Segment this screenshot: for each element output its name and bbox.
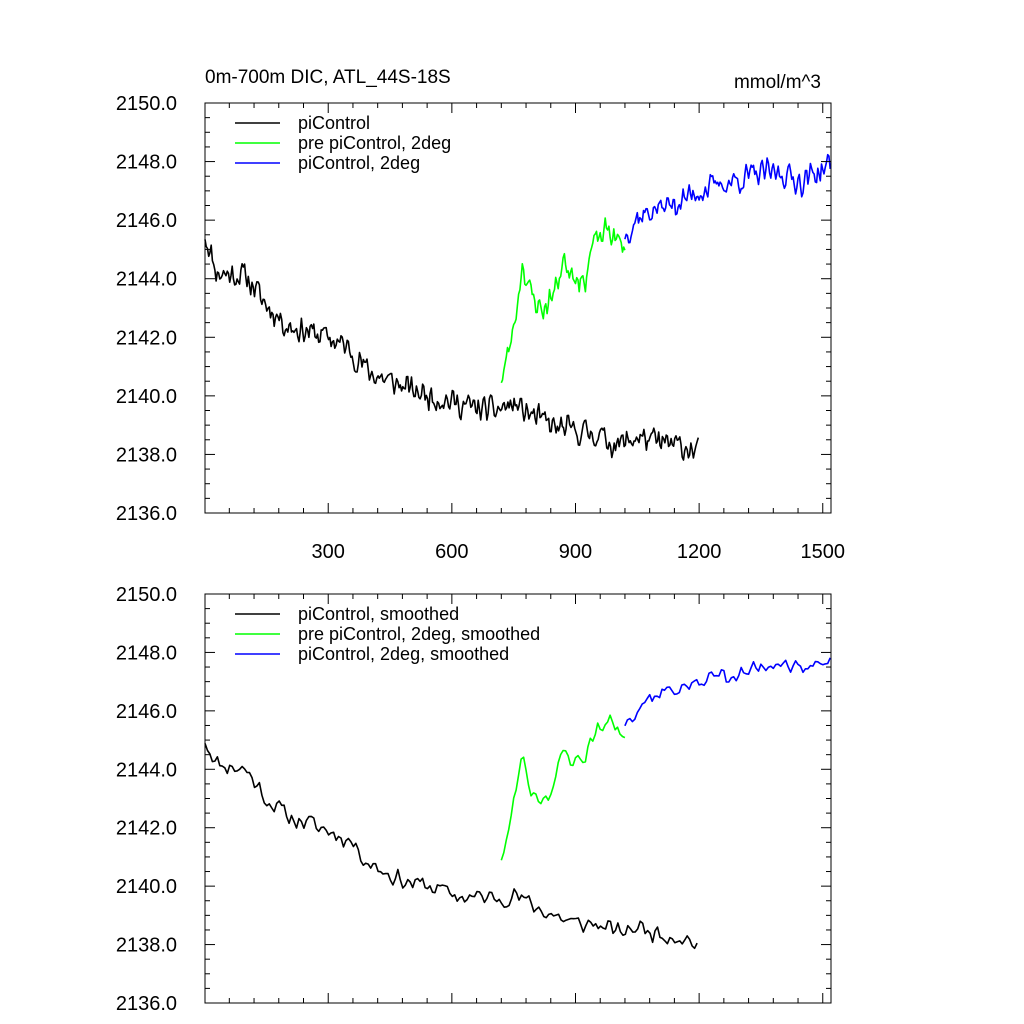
y-tick-label: 2142.0 xyxy=(116,327,177,349)
series-line-1 xyxy=(204,239,700,461)
x-tick-label: 1500 xyxy=(801,541,846,563)
x-tick-label: 600 xyxy=(435,541,468,563)
y-tick-label: 2144.0 xyxy=(116,759,177,781)
units-label: mmol/m^3 xyxy=(734,72,821,93)
chart-panel-1: 2136.0 2138.0 2140.0 2142.0 2144.0 2146.0 2148… xyxy=(116,67,845,563)
x-tick-label: 300 xyxy=(312,541,345,563)
series-line-3 xyxy=(624,153,831,244)
legend-label: pre piControl, 2deg xyxy=(298,133,451,153)
y-tick-label: 2138.0 xyxy=(116,935,177,957)
x-axis xyxy=(228,594,824,1003)
y-tick-label: 2138.0 xyxy=(116,444,177,466)
y-tick-label: 2148.0 xyxy=(116,642,177,664)
series-line-2 xyxy=(500,714,626,861)
y-axis: 2136.0 2138.0 2140.0 2142.0 2144.0 2146.0 2148… xyxy=(116,93,831,525)
y-tick-label: 2136.0 xyxy=(116,993,177,1015)
series-line-1 xyxy=(204,743,698,950)
y-tick-label: 2140.0 xyxy=(116,876,177,898)
y-tick-label: 2140.0 xyxy=(116,386,177,408)
y-tick-label: 2142.0 xyxy=(116,818,177,840)
x-axis: 300 600 900 1200 1500 xyxy=(228,103,846,563)
y-tick-label: 2150.0 xyxy=(116,584,177,606)
series-group xyxy=(204,657,831,950)
y-tick-label: 2136.0 xyxy=(116,503,177,525)
legend-label: piControl xyxy=(298,113,370,133)
chart-panel-2: 2136.0 2138.0 2140.0 2142.0 2144.0 2146.0 2148… xyxy=(116,584,832,1015)
y-tick-label: 2148.0 xyxy=(116,152,177,174)
x-tick-label: 1200 xyxy=(677,541,722,563)
series-line-3 xyxy=(624,657,831,727)
y-tick-label: 2144.0 xyxy=(116,269,177,291)
y-tick-label: 2146.0 xyxy=(116,701,177,723)
legend-label: pre piControl, 2deg, smoothed xyxy=(298,624,540,644)
legend-label: piControl, smoothed xyxy=(298,604,459,624)
legend-label: piControl, 2deg, smoothed xyxy=(298,644,509,664)
y-axis: 2136.0 2138.0 2140.0 2142.0 2144.0 2146.0 2148… xyxy=(116,584,831,1015)
series-line-2 xyxy=(500,217,626,384)
series-group xyxy=(204,153,831,461)
chart-title: 0m-700m DIC, ATL_44S-18S xyxy=(205,67,451,88)
legend-label: piControl, 2deg xyxy=(298,153,420,173)
y-tick-label: 2146.0 xyxy=(116,210,177,232)
y-tick-label: 2150.0 xyxy=(116,93,177,115)
x-tick-label: 900 xyxy=(559,541,592,563)
